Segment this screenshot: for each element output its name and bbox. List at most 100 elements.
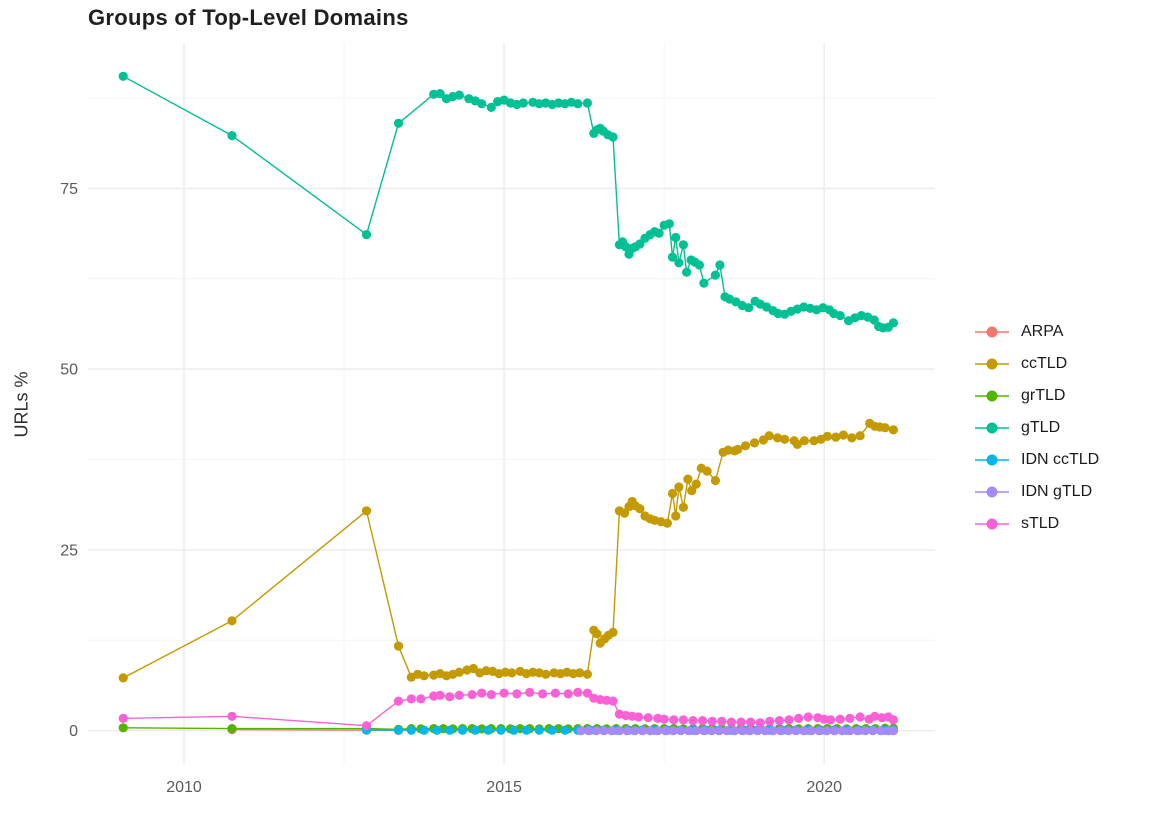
- data-point-cctld: [678, 502, 689, 512]
- legend-key-icon: [975, 453, 1009, 467]
- data-point-stld: [746, 717, 756, 727]
- legend-label: IDN ccTLD: [1021, 451, 1100, 468]
- data-point-cctld: [419, 671, 429, 681]
- legend-key-icon: [975, 325, 1009, 339]
- data-point-idn-gtld: [584, 726, 594, 736]
- data-point-cctld: [847, 433, 857, 443]
- data-point-stld: [435, 690, 445, 700]
- data-point-gtld: [667, 252, 678, 262]
- legend-label: grTLD: [1021, 387, 1066, 404]
- data-point-grtld: [227, 724, 237, 734]
- data-point-gtld: [435, 89, 445, 99]
- data-point-gtld: [835, 311, 845, 321]
- data-point-cctld: [710, 475, 721, 486]
- data-point-idn-gtld: [576, 726, 586, 736]
- y-tick-label: 0: [69, 723, 78, 740]
- data-point-gtld: [486, 102, 496, 112]
- data-point-cctld: [733, 444, 743, 454]
- data-point-gtld: [608, 132, 618, 142]
- data-point-idn-cctld: [521, 725, 532, 735]
- data-point-idn-gtld: [653, 726, 663, 736]
- data-point-idn-cctld: [496, 725, 506, 735]
- data-point-idn-cctld: [432, 725, 442, 735]
- data-point-idn-gtld: [645, 726, 655, 736]
- data-point-idn-cctld: [406, 725, 416, 735]
- y-tick-label: 75: [60, 181, 78, 198]
- data-point-cctld: [619, 508, 630, 518]
- data-point-cctld: [799, 436, 810, 446]
- data-point-gtld: [582, 98, 593, 108]
- data-point-gtld: [573, 99, 583, 109]
- legend-key-icon: [975, 389, 1009, 403]
- data-point-idn-gtld: [630, 726, 640, 736]
- data-point-cctld: [831, 432, 841, 442]
- data-point-idn-gtld: [783, 726, 794, 736]
- data-point-stld: [870, 711, 880, 721]
- data-point-idn-cctld: [534, 725, 544, 735]
- data-point-idn-gtld: [868, 726, 878, 736]
- data-point-stld: [406, 694, 416, 704]
- data-point-cctld: [582, 669, 593, 679]
- legend-item-stld: sTLD: [975, 508, 1099, 540]
- data-point-idn-gtld: [806, 726, 817, 736]
- data-point-gtld: [518, 98, 528, 108]
- data-point-idn-gtld: [683, 726, 694, 736]
- legend-label: ccTLD: [1021, 355, 1068, 372]
- data-point-idn-cctld: [547, 725, 557, 735]
- legend-item-idn-gtld: IDN gTLD: [975, 476, 1099, 508]
- data-point-idn-gtld: [730, 726, 740, 736]
- x-tick-label: 2015: [486, 779, 522, 796]
- data-point-idn-gtld: [845, 726, 855, 736]
- data-point-stld: [794, 713, 804, 724]
- data-point-cctld: [507, 668, 517, 678]
- data-point-cctld: [780, 434, 790, 444]
- legend-label: gTLD: [1021, 419, 1061, 436]
- data-point-idn-cctld: [445, 725, 455, 735]
- data-point-cctld: [227, 616, 237, 626]
- data-point-stld: [659, 714, 669, 724]
- data-point-stld: [634, 712, 644, 722]
- data-point-cctld: [838, 430, 849, 440]
- legend-key-icon: [975, 421, 1009, 435]
- data-point-idn-gtld: [829, 726, 840, 736]
- data-point-gtld: [699, 278, 709, 288]
- data-point-stld: [835, 714, 845, 724]
- data-point-cctld: [749, 438, 760, 448]
- data-point-cctld: [608, 627, 618, 638]
- data-point-stld: [826, 715, 836, 725]
- data-point-cctld: [118, 673, 128, 683]
- data-point-stld: [803, 712, 813, 722]
- data-point-stld: [698, 716, 708, 726]
- data-point-stld: [669, 715, 679, 725]
- data-point-idn-cctld: [483, 725, 493, 735]
- data-point-cctld: [855, 431, 865, 441]
- data-point-stld: [499, 688, 509, 698]
- series-line-cctld: [122, 422, 894, 679]
- data-point-stld: [477, 688, 487, 698]
- data-point-idn-gtld: [745, 726, 755, 736]
- data-point-cctld: [683, 474, 693, 484]
- data-point-gtld: [227, 131, 237, 141]
- data-point-cctld: [454, 667, 464, 677]
- data-point-stld: [784, 715, 794, 725]
- data-point-idn-gtld: [591, 726, 601, 736]
- data-point-stld: [512, 689, 522, 699]
- data-point-stld: [118, 713, 128, 724]
- data-point-idn-gtld: [822, 726, 832, 736]
- data-point-gtld: [393, 118, 404, 128]
- y-tick-label: 25: [60, 542, 78, 559]
- data-point-idn-gtld: [837, 726, 847, 736]
- data-point-stld: [486, 690, 496, 700]
- data-point-cctld: [772, 433, 783, 443]
- data-point-stld: [467, 690, 477, 700]
- data-point-stld: [717, 716, 727, 726]
- data-point-stld: [726, 717, 737, 727]
- data-point-cctld: [888, 425, 899, 435]
- data-point-cctld: [740, 441, 751, 451]
- data-point-idn-gtld: [768, 726, 778, 736]
- legend-key-icon: [975, 485, 1009, 499]
- data-point-idn-gtld: [660, 726, 671, 736]
- legend-key-icon: [975, 517, 1009, 531]
